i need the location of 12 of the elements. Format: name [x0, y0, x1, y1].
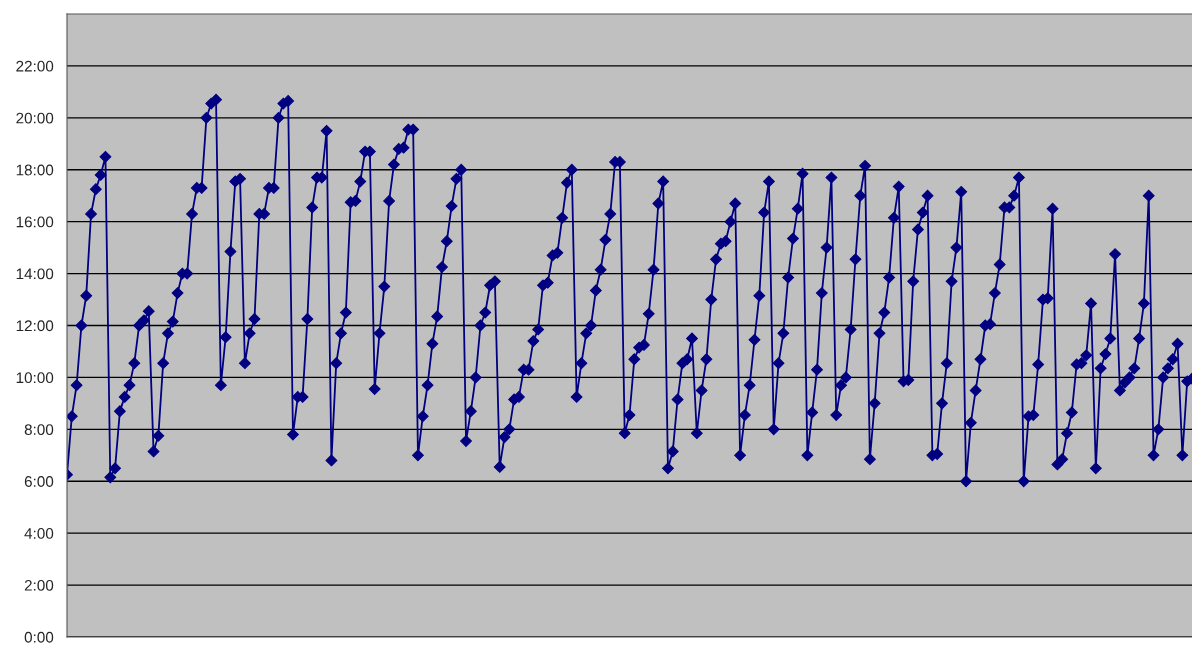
- y-tick-label: 8:00: [24, 424, 54, 436]
- y-tick-label: 20:00: [16, 112, 54, 124]
- y-tick-label: 0:00: [24, 631, 54, 643]
- y-tick-label: 14:00: [16, 268, 54, 280]
- y-tick-label: 22:00: [16, 60, 54, 72]
- y-tick-label: 12:00: [16, 320, 54, 332]
- y-tick-label: 16:00: [16, 216, 54, 228]
- y-tick-label: 2:00: [24, 579, 54, 591]
- y-tick-label: 10:00: [16, 372, 54, 384]
- y-tick-label: 6:00: [24, 476, 54, 487]
- y-tick-label: 18:00: [16, 164, 54, 176]
- y-tick-label: 4:00: [24, 528, 54, 539]
